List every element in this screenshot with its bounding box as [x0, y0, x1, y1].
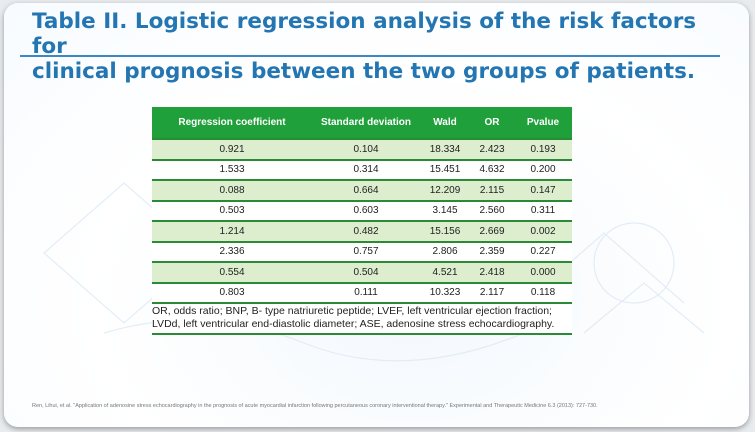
cell-wald: 10.323 — [420, 281, 470, 304]
cell-wald: 4.521 — [420, 261, 470, 283]
cell-pvalue: 0.200 — [514, 158, 572, 180]
cell-pvalue: 0.147 — [514, 179, 572, 201]
regression-table-container: Regression coefficient Standard deviatio… — [152, 107, 572, 335]
cell-or: 2.560 — [470, 199, 514, 221]
cell-regression-coefficient: 0.503 — [152, 199, 312, 221]
cell-regression-coefficient: 0.803 — [152, 281, 312, 304]
cell-wald: 15.156 — [420, 220, 470, 242]
cell-wald: 15.451 — [420, 158, 470, 180]
title-underline — [20, 55, 720, 57]
header-pvalue: Pvalue — [514, 107, 572, 139]
cell-pvalue: 0.227 — [514, 240, 572, 262]
cell-regression-coefficient: 1.214 — [152, 220, 312, 242]
cell-or: 2.669 — [470, 220, 514, 242]
table-row: 0.503 0.603 3.145 2.560 0.311 — [152, 199, 572, 221]
header-regression-coefficient: Regression coefficient — [152, 107, 312, 139]
table-row: 0.554 0.504 4.521 2.418 0.000 — [152, 261, 572, 283]
cell-standard-deviation: 0.314 — [312, 158, 420, 180]
table-row: 0.088 0.664 12.209 2.115 0.147 — [152, 179, 572, 201]
cell-pvalue: 0.118 — [514, 281, 572, 304]
cell-wald: 12.209 — [420, 179, 470, 201]
cell-or: 4.632 — [470, 158, 514, 180]
cell-pvalue: 0.002 — [514, 220, 572, 242]
cell-standard-deviation: 0.104 — [312, 138, 420, 160]
slide-title: Table II. Logistic regression analysis o… — [32, 9, 732, 84]
cell-wald: 2.806 — [420, 240, 470, 262]
cell-wald: 3.145 — [420, 199, 470, 221]
header-or: OR — [470, 107, 514, 139]
citation: Ren, Lihui, et al. "Application of adeno… — [32, 403, 598, 409]
table-header-row: Regression coefficient Standard deviatio… — [152, 107, 572, 139]
cell-standard-deviation: 0.664 — [312, 179, 420, 201]
cell-or: 2.423 — [470, 138, 514, 160]
table-footnote: OR, odds ratio; BNP, B‑ type natriuretic… — [152, 304, 572, 335]
title-line-1: Table II. Logistic regression analysis o… — [32, 9, 697, 59]
cell-standard-deviation: 0.757 — [312, 240, 420, 262]
cell-regression-coefficient: 0.921 — [152, 138, 312, 160]
table-row: 0.803 0.111 10.323 2.117 0.118 — [152, 281, 572, 304]
table-row: 0.921 0.104 18.334 2.423 0.193 — [152, 138, 572, 160]
title-line-2: clinical prognosis between the two group… — [32, 59, 696, 84]
slide: Table II. Logistic regression analysis o… — [4, 3, 749, 427]
header-wald: Wald — [420, 107, 470, 139]
table-row: 1.533 0.314 15.451 4.632 0.200 — [152, 158, 572, 180]
cell-regression-coefficient: 0.554 — [152, 261, 312, 283]
table-row: 1.214 0.482 15.156 2.669 0.002 — [152, 220, 572, 242]
cell-regression-coefficient: 1.533 — [152, 158, 312, 180]
cell-or: 2.115 — [470, 179, 514, 201]
cell-regression-coefficient: 2.336 — [152, 240, 312, 262]
cell-standard-deviation: 0.603 — [312, 199, 420, 221]
cell-pvalue: 0.000 — [514, 261, 572, 283]
cell-or: 2.418 — [470, 261, 514, 283]
cell-wald: 18.334 — [420, 138, 470, 160]
cell-pvalue: 0.311 — [514, 199, 572, 221]
cell-regression-coefficient: 0.088 — [152, 179, 312, 201]
cell-pvalue: 0.193 — [514, 138, 572, 160]
regression-table: Regression coefficient Standard deviatio… — [152, 107, 572, 304]
header-standard-deviation: Standard deviation — [312, 107, 420, 139]
table-row: 2.336 0.757 2.806 2.359 0.227 — [152, 240, 572, 262]
cell-or: 2.117 — [470, 281, 514, 304]
cell-standard-deviation: 0.504 — [312, 261, 420, 283]
cell-standard-deviation: 0.482 — [312, 220, 420, 242]
cell-standard-deviation: 0.111 — [312, 281, 420, 304]
cell-or: 2.359 — [470, 240, 514, 262]
